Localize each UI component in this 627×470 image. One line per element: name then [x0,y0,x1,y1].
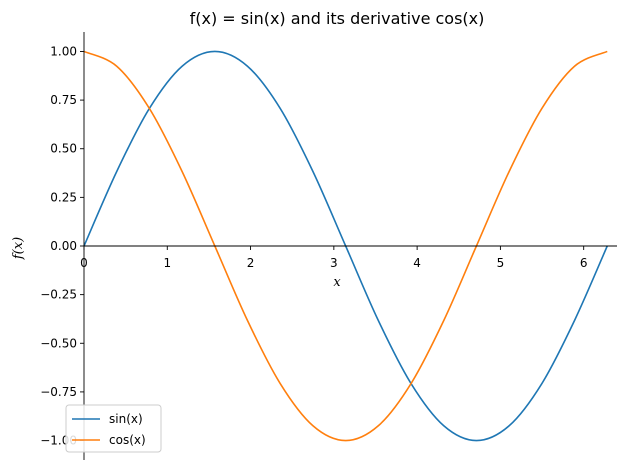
legend: sin(x) cos(x) [65,404,162,453]
x-tick-label: 3 [330,256,338,270]
y-tick-label: 0.00 [50,239,77,253]
axes-layer [83,32,617,460]
chart-title: f(x) = sin(x) and its derivative cos(x) [190,9,485,28]
y-tick-label: 0.50 [50,142,77,156]
y-tick-label: 1.00 [50,44,77,58]
y-tick-label: 0.25 [50,190,77,204]
x-tick-label: 4 [413,256,421,270]
series-line-1 [83,50,608,442]
y-axis-label: f(x) [11,237,26,260]
legend-label-cos: cos(x) [109,433,146,447]
x-tick-label: 0 [80,256,88,270]
legend-label-sin: sin(x) [109,412,143,426]
y-tick-label: −0.50 [40,336,77,350]
x-tick-label: 5 [497,256,505,270]
x-axis-label: x [333,275,341,290]
x-tick-label: 2 [247,256,255,270]
x-tick-label: 1 [163,256,171,270]
x-tick-label: 6 [580,256,588,270]
y-tick-label: −0.25 [40,288,77,302]
y-tick-label: −0.75 [40,385,77,399]
y-tick-label: 0.75 [50,93,77,107]
